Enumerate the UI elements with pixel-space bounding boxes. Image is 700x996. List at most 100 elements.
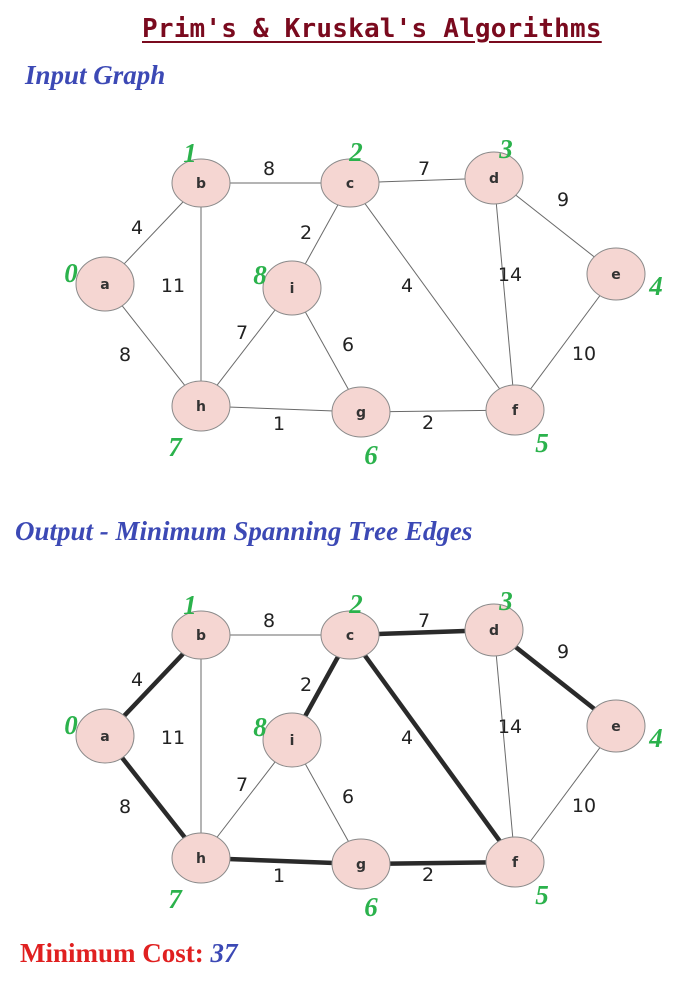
node-order-d: 3 — [498, 586, 513, 616]
node-circle-b — [171, 158, 231, 208]
node-circle-e — [586, 247, 646, 301]
node-circle-c — [320, 610, 380, 660]
edge-weight-a-h: 8 — [119, 796, 131, 818]
node-order-e: 4 — [648, 271, 663, 301]
edge-weight-c-f: 4 — [401, 275, 413, 297]
node-circle-c — [320, 158, 380, 208]
node-circle-i — [262, 712, 322, 768]
node-a: a0 — [64, 256, 135, 312]
edge-weight-g-f: 2 — [422, 864, 434, 886]
edge-weight-i-h: 7 — [236, 322, 248, 344]
edge-weight-a-b: 4 — [131, 217, 143, 239]
node-label-c: c — [346, 176, 354, 192]
node-order-b: 1 — [183, 590, 197, 620]
node-i: i8 — [253, 712, 322, 768]
node-order-a: 0 — [64, 710, 78, 740]
node-order-c: 2 — [348, 589, 363, 619]
edge-d-f — [493, 177, 516, 411]
node-circle-g — [331, 386, 391, 438]
node-i: i8 — [253, 260, 322, 316]
node-h: h7 — [168, 832, 231, 914]
output-graph-title: Output - Minimum Spanning Tree Edges — [15, 516, 473, 546]
edge-weight-i-g: 6 — [342, 786, 354, 808]
edge-weight-c-d: 7 — [418, 610, 430, 632]
node-circle-f — [485, 384, 545, 436]
edge-weight-d-f: 14 — [498, 716, 522, 738]
node-g: g6 — [331, 838, 391, 922]
edge-e-f — [514, 273, 617, 411]
node-order-g: 6 — [364, 892, 378, 922]
node-label-d: d — [489, 171, 499, 187]
node-label-h: h — [196, 851, 206, 867]
node-f: f5 — [485, 384, 549, 458]
edge-weight-c-d: 7 — [418, 158, 430, 180]
node-order-e: 4 — [648, 723, 663, 753]
input-graph-title: Input Graph — [25, 60, 166, 90]
node-circle-a — [75, 256, 135, 312]
edge-weight-d-f: 14 — [498, 264, 522, 286]
node-label-a: a — [100, 729, 109, 745]
edge-weight-b-h: 11 — [161, 275, 185, 297]
node-label-c: c — [346, 628, 354, 644]
node-order-h: 7 — [168, 884, 183, 914]
edge-weight-e-f: 10 — [572, 795, 596, 817]
edge-weight-c-f: 4 — [401, 727, 413, 749]
edge-c-f — [349, 182, 516, 411]
edge-weight-b-c: 8 — [263, 158, 275, 180]
node-d: d3 — [464, 586, 524, 657]
node-order-h: 7 — [168, 432, 183, 462]
node-circle-e — [586, 699, 646, 753]
edge-weight-d-e: 9 — [557, 189, 569, 211]
edge-weight-g-f: 2 — [422, 412, 434, 434]
node-circle-g — [331, 838, 391, 890]
node-label-a: a — [100, 277, 109, 293]
node-circle-i — [262, 260, 322, 316]
edge-d-f — [493, 629, 516, 863]
node-f: f5 — [485, 836, 549, 910]
node-circle-b — [171, 610, 231, 660]
node-circle-a — [75, 708, 135, 764]
node-a: a0 — [64, 708, 135, 764]
node-order-c: 2 — [348, 137, 363, 167]
node-label-b: b — [196, 176, 206, 192]
edge-weight-b-c: 8 — [263, 610, 275, 632]
edge-weight-b-h: 11 — [161, 727, 185, 749]
node-label-f: f — [512, 855, 519, 871]
minimum-cost-label: Minimum Cost: — [20, 938, 204, 968]
node-order-f: 5 — [535, 880, 549, 910]
node-label-e: e — [611, 267, 621, 283]
node-label-i: i — [290, 733, 295, 749]
edge-weight-a-b: 4 — [131, 669, 143, 691]
edge-weight-d-e: 9 — [557, 641, 569, 663]
edge-weight-i-g: 6 — [342, 334, 354, 356]
node-label-d: d — [489, 623, 499, 639]
node-order-b: 1 — [183, 138, 197, 168]
edge-weight-i-h: 7 — [236, 774, 248, 796]
node-label-f: f — [512, 403, 519, 419]
minimum-cost-value: 37 — [210, 938, 238, 968]
node-circle-d — [464, 603, 524, 657]
node-c: c2 — [320, 137, 380, 208]
edge-weight-c-i: 2 — [300, 674, 312, 696]
node-label-h: h — [196, 399, 206, 415]
node-order-f: 5 — [535, 428, 549, 458]
node-b: b1 — [171, 138, 231, 208]
page-title: Prim's & Kruskal's Algorithms — [142, 14, 602, 44]
node-order-a: 0 — [64, 258, 78, 288]
node-g: g6 — [331, 386, 391, 470]
edge-weight-h-g: 1 — [273, 413, 285, 435]
node-c: c2 — [320, 589, 380, 660]
node-circle-h — [171, 832, 231, 884]
node-circle-h — [171, 380, 231, 432]
node-label-g: g — [356, 405, 366, 421]
edge-weight-a-h: 8 — [119, 344, 131, 366]
edge-weight-c-i: 2 — [300, 222, 312, 244]
edge-weight-h-g: 1 — [273, 865, 285, 887]
node-b: b1 — [171, 590, 231, 660]
node-label-i: i — [290, 281, 295, 297]
node-order-g: 6 — [364, 440, 378, 470]
node-circle-f — [485, 836, 545, 888]
